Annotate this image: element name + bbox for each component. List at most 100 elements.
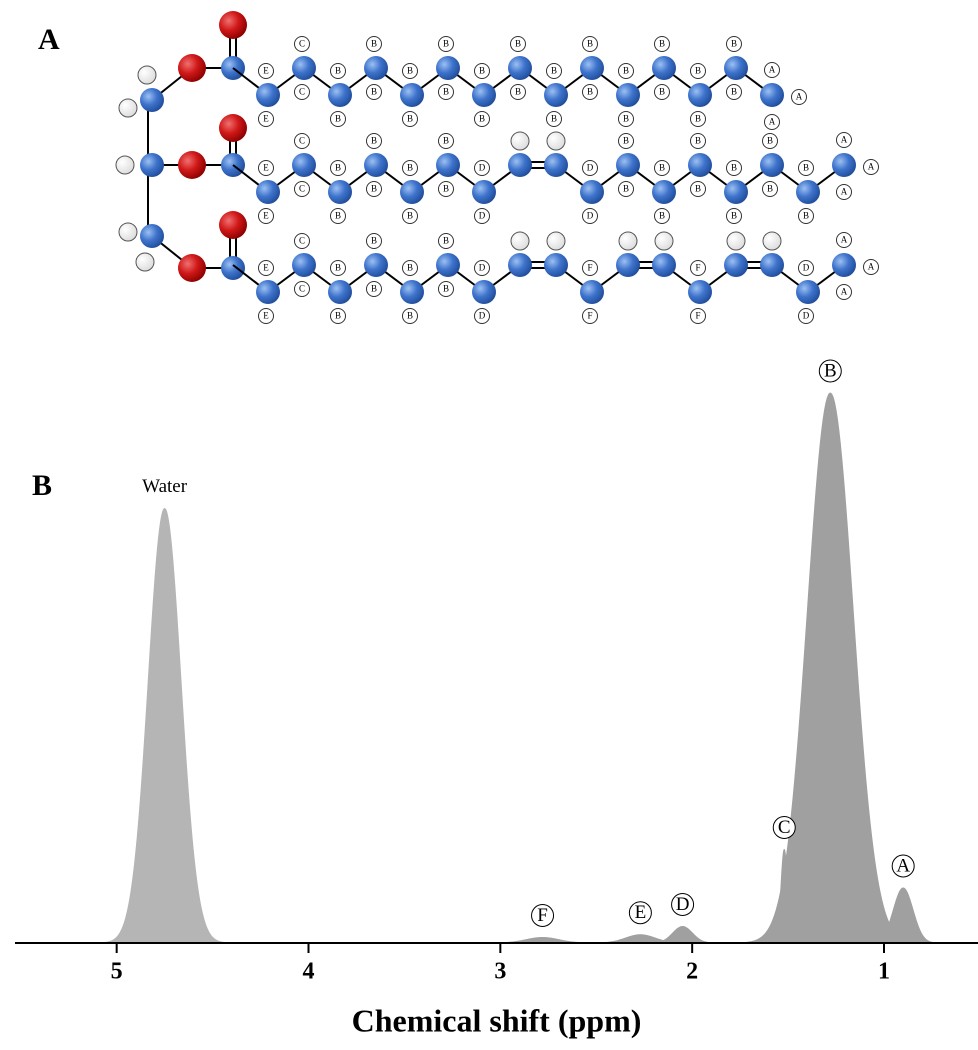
hydrogen-label-circle xyxy=(366,133,382,149)
hydrogen xyxy=(115,155,135,175)
hydrogen-label-circle xyxy=(654,84,670,100)
hydrogen-label-circle xyxy=(798,308,814,324)
double-bond xyxy=(229,30,237,268)
carbon xyxy=(580,280,604,304)
hydrogen-label: B xyxy=(479,66,485,76)
peak xyxy=(83,507,247,944)
carbon xyxy=(328,180,352,204)
hydrogen-label: B xyxy=(695,136,701,146)
peak-label-circle xyxy=(772,816,796,839)
hydrogen-label-circle xyxy=(582,160,598,176)
hydrogen-label-circle xyxy=(474,308,490,324)
hydrogen-label-circle xyxy=(438,181,454,197)
panel-label: B xyxy=(32,469,52,502)
hydrogen-label: C xyxy=(299,184,305,194)
hydrogen xyxy=(135,252,155,272)
hydrogen-label: B xyxy=(587,39,593,49)
hydrogen-label-circle xyxy=(582,36,598,52)
carbon xyxy=(652,253,676,277)
hydrogen-label: E xyxy=(263,114,269,124)
hydrogen xyxy=(546,231,566,251)
hydrogen-label-circle xyxy=(836,184,852,200)
x-tick-label: 1 xyxy=(878,959,890,985)
hydrogen-label-circle xyxy=(330,308,346,324)
fatty-acid-chains: E E C C B B B B B B B B B B B B B B B B B B B B B B B B A A A E E C C B B B B B… xyxy=(232,36,879,324)
hydrogen-label: B xyxy=(371,136,377,146)
hydrogen-label-circle xyxy=(654,160,670,176)
hydrogen-label: B xyxy=(731,211,737,221)
hydrogen-label-circle xyxy=(654,208,670,224)
hydrogen-label: B xyxy=(731,163,737,173)
carbon xyxy=(832,253,856,277)
hydrogen-label-circle xyxy=(258,160,274,176)
hydrogen-label: E xyxy=(263,311,269,321)
peak-label-circle xyxy=(531,904,555,927)
hydrogen-label-circle xyxy=(366,181,382,197)
hydrogen-label-circle xyxy=(798,260,814,276)
hydrogen-label: B xyxy=(407,211,413,221)
hydrogen-label: E xyxy=(263,263,269,273)
hydrogen-label: B xyxy=(659,87,665,97)
hydrogen-label-circle xyxy=(402,260,418,276)
hydrogen-label-circle xyxy=(366,36,382,52)
carbon xyxy=(688,153,712,177)
hydrogen-label: B xyxy=(695,114,701,124)
hydrogen-label-circle xyxy=(726,36,742,52)
carbon xyxy=(221,256,245,280)
hydrogen-label: B xyxy=(659,39,665,49)
hydrogen-label-circle xyxy=(618,133,634,149)
hydrogen-label: F xyxy=(695,263,700,273)
hydrogen xyxy=(762,231,782,251)
peak-label: D xyxy=(676,894,690,915)
hydrogen-label-circle xyxy=(510,36,526,52)
carbon xyxy=(508,253,532,277)
carbon xyxy=(472,83,496,107)
peak-label: C xyxy=(778,817,791,838)
carbon xyxy=(652,180,676,204)
hydrogen-label-circle xyxy=(258,260,274,276)
hydrogen-label: A xyxy=(769,117,776,127)
hydrogen-label-circle xyxy=(582,308,598,324)
peak-label: F xyxy=(537,905,548,926)
hydrogen-label: B xyxy=(623,136,629,146)
hydrogen-label: B xyxy=(335,263,341,273)
hydrogen-label-circle xyxy=(762,133,778,149)
carbon xyxy=(256,280,280,304)
hydrogen-label-circle xyxy=(690,111,706,127)
carbon xyxy=(436,253,460,277)
carbon xyxy=(544,153,568,177)
hydrogen-label: B xyxy=(407,114,413,124)
hydrogen-label-circle xyxy=(330,208,346,224)
hydrogen-label-circle xyxy=(474,160,490,176)
hydrogen-label: B xyxy=(731,39,737,49)
hydrogen-label: B xyxy=(443,284,449,294)
hydrogen-label-circle xyxy=(258,208,274,224)
hydrogen-label: B xyxy=(515,39,521,49)
carbon xyxy=(508,56,532,80)
hydrogen-label: B xyxy=(335,211,341,221)
hydrogen-label: D xyxy=(803,311,810,321)
carbon xyxy=(796,280,820,304)
hydrogen-label: C xyxy=(299,136,305,146)
hydrogen-label-circle xyxy=(690,308,706,324)
hydrogen xyxy=(118,98,138,118)
hydrogen-label-circle xyxy=(474,260,490,276)
x-tick-label: 5 xyxy=(111,959,123,985)
hydrogen-label: B xyxy=(443,39,449,49)
peak-label-circle xyxy=(628,901,652,925)
oxygen xyxy=(219,114,247,142)
peak-label: B xyxy=(824,360,837,381)
hydrogen-label-circle xyxy=(474,208,490,224)
hydrogen-label-circle xyxy=(402,160,418,176)
hydrogen xyxy=(618,231,638,251)
carbon xyxy=(760,153,784,177)
hydrogen-label: B xyxy=(803,163,809,173)
panel-label: A xyxy=(38,23,60,56)
hydrogen-label: B xyxy=(623,66,629,76)
hydrogen-label: B xyxy=(407,66,413,76)
hydrogen-label: E xyxy=(263,163,269,173)
hydrogen-label: A xyxy=(841,235,848,245)
hydrogen-label-circle xyxy=(618,181,634,197)
carbon xyxy=(724,180,748,204)
